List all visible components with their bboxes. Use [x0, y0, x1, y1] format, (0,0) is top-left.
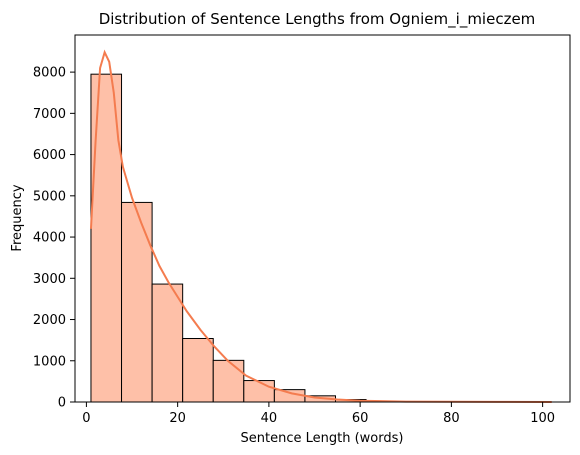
x-tick-label: 60 [352, 411, 369, 426]
histogram-bars [90, 73, 550, 403]
y-tick-label: 0 [58, 396, 66, 411]
x-tick-label: 20 [169, 411, 186, 426]
y-axis-label: Frequency [10, 184, 25, 251]
x-tick-label: 80 [443, 411, 460, 426]
x-tick-label: 40 [261, 411, 278, 426]
chart-title: Distribution of Sentence Lengths from Og… [99, 10, 536, 29]
y-axis-ticks: 0 1000 2000 3000 4000 5000 6000 7000 8000 [33, 66, 75, 411]
kde-curve [89, 49, 552, 403]
y-tick-label: 8000 [33, 66, 66, 81]
y-tick-label: 3000 [33, 272, 66, 287]
y-tick-label: 4000 [33, 231, 66, 246]
plot-frame [74, 34, 571, 403]
histogram-bar-2 [121, 201, 153, 403]
x-tick-label: 100 [530, 411, 555, 426]
x-axis-ticks: 0 20 40 60 80 100 [82, 402, 555, 426]
y-tick-label: 2000 [33, 313, 66, 328]
histogram-bar-4 [182, 337, 214, 403]
histogram-bar-3 [151, 283, 184, 403]
y-tick-label: 7000 [33, 107, 66, 122]
x-tick-label: 0 [82, 411, 90, 426]
histogram-bar-5 [212, 359, 245, 403]
y-tick-label: 5000 [33, 189, 66, 204]
y-tick-label: 1000 [33, 354, 66, 369]
y-tick-label: 6000 [33, 148, 66, 163]
x-axis-label: Sentence Length (words) [241, 431, 404, 446]
histogram-bar-6 [243, 380, 275, 403]
